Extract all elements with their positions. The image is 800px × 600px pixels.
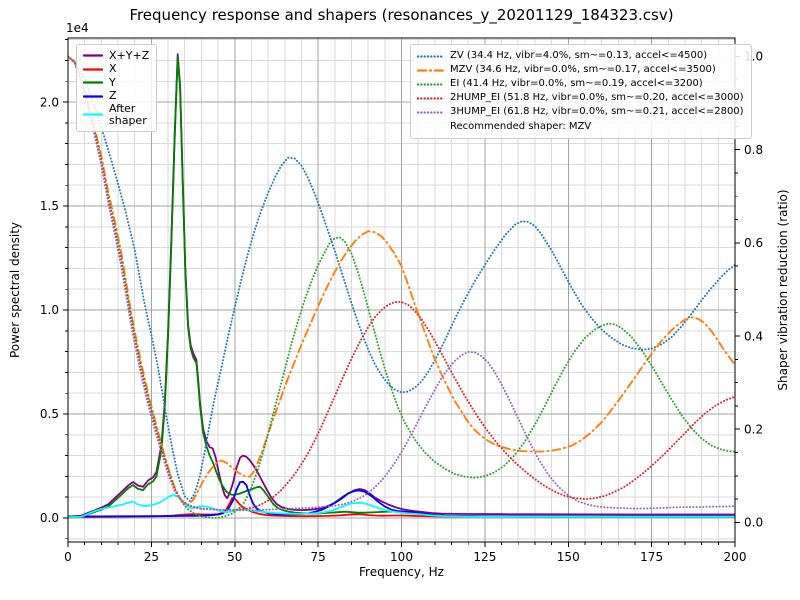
- legend-label: X: [109, 62, 117, 76]
- x-tick-label: 125: [473, 550, 496, 564]
- legend-line-sample-icon: [417, 54, 444, 58]
- legend-item-zv: ZV (34.4 Hz, vibr=4.0%, sm~=0.13, accel<…: [417, 49, 744, 63]
- x-tick-label: 0: [64, 550, 72, 564]
- legend-sample: [83, 66, 103, 73]
- legend-label: X+Y+Z: [109, 48, 150, 62]
- legend-line-sample-icon: [83, 95, 103, 98]
- y-axis-label-left: Power spectral density: [8, 221, 22, 359]
- legend-label: Z: [109, 89, 117, 103]
- legend-psd: X+Y+Z X Y Z After shaper: [76, 44, 158, 132]
- legend-label: Y: [109, 75, 116, 89]
- y-left-tick-label: 2.0: [40, 95, 59, 109]
- legend-label: 2HUMP_EI (51.8 Hz, vibr=0.0%, sm~=0.20, …: [450, 92, 744, 104]
- legend-label: After shaper: [109, 102, 147, 127]
- x-tick-label: 75: [310, 550, 325, 564]
- x-axis-label: Frequency, Hz: [359, 565, 444, 579]
- y-right-tick-label: 0.0: [744, 516, 763, 530]
- legend-label: ZV (34.4 Hz, vibr=4.0%, sm~=0.13, accel<…: [450, 49, 708, 61]
- y-right-tick-label: 0.2: [744, 422, 763, 436]
- legend-item-ei: EI (41.4 Hz, vibr=0.0%, sm~=0.19, accel<…: [417, 77, 744, 91]
- x-tick-label: 200: [724, 550, 747, 564]
- legend-line-sample-icon: [417, 83, 444, 86]
- y-left-tick-label: 1.5: [40, 199, 59, 213]
- y-right-tick-label: 0.6: [744, 236, 763, 250]
- legend-shapers: ZV (34.4 Hz, vibr=4.0%, sm~=0.13, accel<…: [410, 44, 752, 140]
- legend-sample: [417, 109, 444, 116]
- x-tick-label: 100: [390, 550, 413, 564]
- series-3hump-ei: [68, 55, 735, 512]
- x-tick-label: 25: [144, 550, 159, 564]
- legend-item-y: Y: [83, 76, 149, 90]
- y-left-tick-label: 0.0: [40, 511, 59, 525]
- legend-sample: [83, 79, 103, 86]
- legend-sample: [417, 81, 444, 88]
- x-tick-label: 175: [640, 550, 663, 564]
- chart-title: Frequency response and shapers (resonanc…: [129, 6, 674, 24]
- legend-sample: [83, 111, 103, 118]
- legend-item-mzv: MZV (34.6 Hz, vibr=0.0%, sm~=0.17, accel…: [417, 63, 744, 77]
- y-axis-label-right: Shaper vibration reduction (ratio): [776, 189, 790, 391]
- legend-item-recommended-shaper: Recommended shaper: MZV: [417, 120, 744, 134]
- series-2hump-ei: [68, 55, 735, 511]
- legend-line-sample-icon: [83, 113, 103, 116]
- legend-item-2hump-ei: 2HUMP_EI (51.8 Hz, vibr=0.0%, sm~=0.20, …: [417, 92, 744, 106]
- legend-sample: [417, 95, 444, 102]
- x-tick-label: 150: [557, 550, 580, 564]
- legend-item-3hump-ei: 3HUMP_EI (61.8 Hz, vibr=0.0%, sm~=0.21, …: [417, 106, 744, 120]
- y-left-tick-label: 1.0: [40, 303, 59, 317]
- legend-line-sample-icon: [83, 68, 103, 71]
- legend-sample: [83, 52, 103, 59]
- legend-sample: [83, 93, 103, 100]
- legend-label: Recommended shaper: MZV: [450, 120, 592, 132]
- legend-sample: [417, 53, 444, 60]
- legend-item-x: X: [83, 63, 149, 77]
- y-left-tick-label: 0.5: [40, 407, 59, 421]
- legend-sample: [417, 67, 444, 74]
- legend-line-sample-icon: [83, 54, 103, 57]
- y-right-tick-label: 0.8: [744, 143, 763, 157]
- legend-label: MZV (34.6 Hz, vibr=0.0%, sm~=0.17, accel…: [450, 63, 716, 75]
- series-x-y-z: [68, 53, 735, 518]
- legend-line-sample-icon: [83, 81, 103, 84]
- legend-item-x-y-z: X+Y+Z: [83, 49, 149, 63]
- y-right-tick-label: 0.4: [744, 329, 763, 343]
- legend-label: 3HUMP_EI (61.8 Hz, vibr=0.0%, sm~=0.21, …: [450, 106, 744, 118]
- legend-label: EI (41.4 Hz, vibr=0.0%, sm~=0.19, accel<…: [450, 78, 703, 90]
- x-tick-label: 50: [227, 550, 242, 564]
- legend-line-sample-icon: [417, 97, 444, 100]
- legend-item-z: Z: [83, 90, 149, 104]
- legend-item-after-shaper: After shaper: [83, 103, 149, 127]
- legend-line-sample-icon: [417, 69, 444, 72]
- y-left-offset-text: 1e4: [66, 21, 89, 35]
- legend-line-sample-icon: [417, 111, 444, 114]
- series-zv: [68, 55, 735, 502]
- series-after-shaper: [68, 494, 735, 518]
